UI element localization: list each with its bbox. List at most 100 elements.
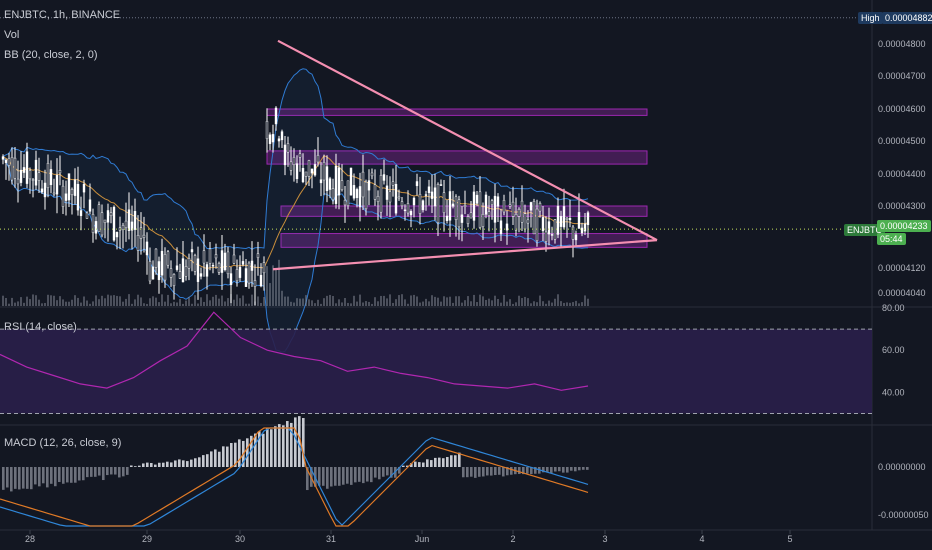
volume-bar [179,298,181,306]
candle-body [4,160,8,163]
candle-body [142,234,146,238]
volume-bar [488,298,490,306]
candle-body [289,161,293,171]
candle-body [388,191,392,203]
volume-bar [8,303,10,306]
candle-body [145,241,149,256]
macd-histogram-bar [494,467,497,476]
volume-bar [101,295,103,306]
macd-histogram-bar [318,467,321,486]
candle-body [229,273,233,286]
volume-bar [251,294,253,306]
volume-bar [128,294,130,306]
countdown-tag: 05:44 [877,233,906,245]
macd-histogram-bar [330,467,333,487]
candle-body [457,199,461,228]
macd-histogram-bar [170,462,173,467]
chart-legend: ENJBTC, 1h, BINANCE [4,9,120,21]
candle-body [418,194,422,214]
support-trendline [272,239,658,271]
macd-histogram-bar [194,458,197,467]
candle-body [505,223,509,231]
candle-body [205,264,209,277]
candle-body [508,204,512,207]
candle-body [514,214,518,231]
macd-histogram-bar [38,467,41,487]
macd-histogram-bar [506,467,509,476]
volume-bar [341,302,343,306]
macd-histogram-bar [534,467,537,474]
time-tick-label: 5 [787,534,792,544]
macd-histogram-bar [454,455,457,467]
volume-bar [113,295,115,306]
macd-histogram-bar [430,460,433,467]
candle-body [172,274,176,286]
volume-bar [482,296,484,306]
candle-body [382,174,386,181]
price-tick-label: 0.00004600 [878,104,926,114]
vol-legend: Vol [4,29,19,41]
macd-histogram-bar [498,467,501,475]
macd-histogram-bar [542,467,545,473]
time-tick-label: 28 [25,534,35,544]
macd-histogram-bar [246,438,249,467]
macd-histogram-bar [530,467,533,475]
macd-histogram-bar [510,467,513,475]
candle-body [265,121,269,139]
macd-histogram-bar [442,458,445,467]
macd-histogram-bar [22,467,25,489]
candle-body [166,251,170,266]
macd-histogram-bar [346,467,349,484]
macd-histogram-bar [126,467,129,475]
candle-body [106,210,110,223]
volume-bar [44,302,46,306]
volume-bar [92,301,94,306]
macd-histogram-bar [82,467,85,481]
macd-histogram-bar [422,462,425,467]
volume-bar [116,295,118,306]
volume-bar [500,302,502,306]
candle-body [586,212,590,226]
volume-bar [164,301,166,306]
symbol-title: ENJBTC, 1h, BINANCE [4,9,121,21]
macd-histogram-bar [546,467,549,473]
candle-body [373,184,377,200]
candle-body [313,164,317,176]
candle-body [82,183,86,193]
candle-body [226,251,230,275]
macd-histogram-bar [274,426,277,467]
volume-bar [272,265,274,306]
volume-bar [380,295,382,306]
volume-bar [248,303,250,306]
volume-bar [197,303,199,306]
volume-bar [533,301,535,306]
macd-histogram-bar [226,446,229,467]
volume-bar [314,303,316,306]
macd-histogram-bar [342,467,345,485]
candle-body [76,183,80,211]
candle-body [577,212,581,229]
candle-body [271,134,275,143]
macd-histogram-bar [362,467,365,484]
volume-bar [86,300,88,306]
candle-body [403,209,407,212]
volume-bar [338,299,340,306]
candle-body [385,185,389,200]
candle-body [397,196,401,199]
rsi-line [0,311,589,391]
volume-bar [209,300,211,306]
candle-body [355,189,359,199]
candle-body [28,170,32,180]
high-value-badge: 0.00004882 [882,12,932,24]
candle-body [286,143,290,153]
macd-histogram-bar [570,467,573,471]
macd-histogram-bar [2,467,5,490]
macd-histogram-bar [218,451,221,467]
price-tick-label: 0.00004040 [878,288,926,298]
macd-histogram-bar [502,467,505,477]
volume-bar [224,301,226,306]
rsi-tick-label: 80.00 [882,303,905,313]
macd-histogram-bar [6,467,9,488]
candle-body [580,227,584,234]
